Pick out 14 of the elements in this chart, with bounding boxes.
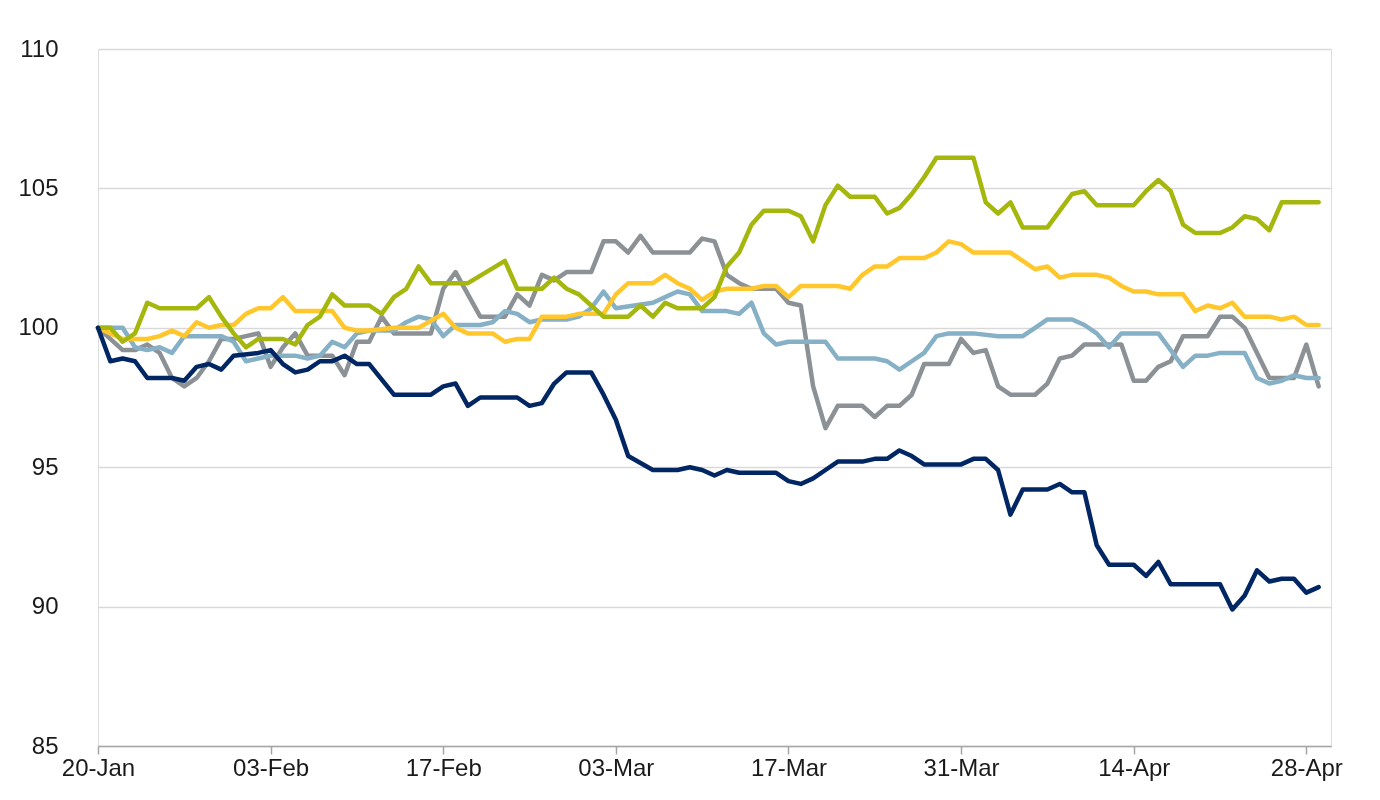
- y-tick-label: 100: [18, 313, 59, 341]
- x-tick-label: 14-Apr: [1098, 753, 1171, 781]
- y-tick-label: 85: [31, 731, 59, 759]
- y-tick-label: 90: [31, 592, 59, 620]
- x-tick-label: 03-Mar: [578, 753, 655, 781]
- y-tick-label: 105: [18, 173, 59, 201]
- x-tick-label: 20-Jan: [61, 753, 136, 781]
- x-tick-label: 17-Mar: [750, 753, 827, 781]
- x-tick-label: 31-Mar: [923, 753, 1000, 781]
- y-tick-label: 110: [20, 34, 59, 62]
- x-tick-label: 03-Feb: [233, 753, 310, 781]
- y-tick-label: 95: [31, 452, 59, 480]
- x-tick-label: 17-Feb: [405, 753, 482, 781]
- x-tick-label: 28-Apr: [1270, 753, 1343, 781]
